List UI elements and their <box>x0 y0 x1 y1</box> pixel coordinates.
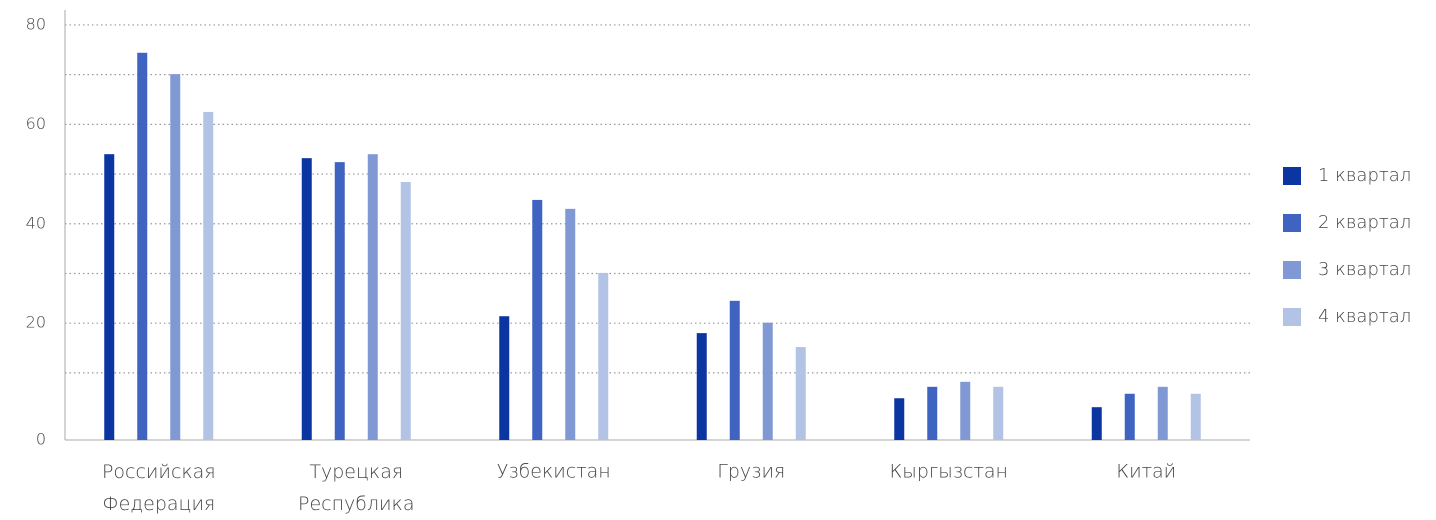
x-tick-label: Грузия <box>717 461 785 483</box>
bar <box>532 199 543 440</box>
bar <box>104 154 115 441</box>
y-tick-label: 40 <box>26 213 46 232</box>
bar <box>400 182 411 440</box>
bar <box>598 272 609 440</box>
legend-label: 2 квартал <box>1318 212 1411 233</box>
x-tick-label: Узбекистан <box>497 461 611 483</box>
legend-label: 1 квартал <box>1318 165 1411 186</box>
bar <box>696 333 707 440</box>
bar <box>795 347 806 440</box>
y-tick-label: 0 <box>36 430 46 449</box>
bar <box>729 300 740 440</box>
bar <box>960 381 971 440</box>
bar <box>762 322 773 440</box>
bar <box>170 74 181 441</box>
bar <box>993 386 1004 440</box>
bar <box>894 398 905 440</box>
legend-swatch <box>1283 308 1301 326</box>
legend-swatch <box>1283 167 1301 185</box>
bar <box>1091 407 1102 440</box>
bar <box>1190 393 1201 440</box>
x-tick-label: Китай <box>1116 461 1176 483</box>
legend-swatch <box>1283 214 1301 232</box>
legend-swatch <box>1283 261 1301 279</box>
y-tick-label: 20 <box>26 313 46 332</box>
x-tick-label: Турецкая Республика <box>298 461 414 515</box>
bar <box>1157 386 1168 440</box>
y-tick-label: 80 <box>26 14 46 33</box>
bar <box>565 208 576 440</box>
bar <box>1124 393 1135 440</box>
bar <box>203 111 214 441</box>
legend-label: 4 квартал <box>1318 306 1411 327</box>
bar <box>137 52 148 441</box>
legend-label: 3 квартал <box>1318 259 1411 280</box>
bar <box>334 162 345 440</box>
x-tick-label: Кыргызстан <box>890 461 1008 483</box>
bar <box>927 386 938 440</box>
bar <box>367 154 378 441</box>
y-tick-label: 60 <box>26 114 46 133</box>
x-tick-label: Российская Федерация <box>102 461 216 515</box>
bar <box>301 158 312 440</box>
bar <box>499 316 510 440</box>
